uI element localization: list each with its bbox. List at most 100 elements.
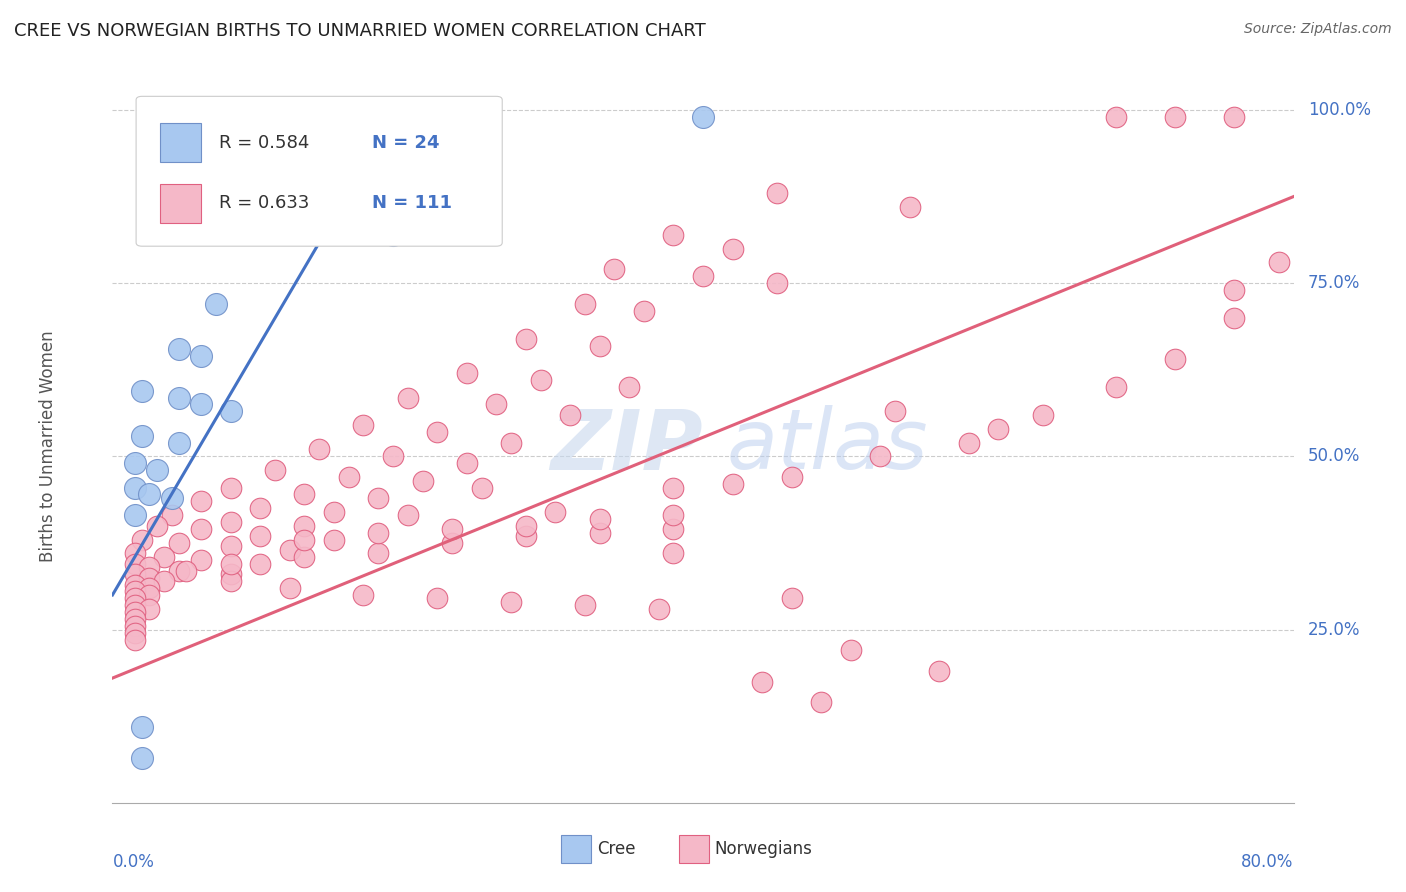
Point (692, 269, 714, 284)
Point (124, 612, 146, 626)
Point (633, 304, 655, 318)
Point (558, 408, 582, 422)
Point (662, 227, 685, 242)
Text: 0.0%: 0.0% (112, 853, 155, 871)
Point (1105, 380, 1128, 394)
Point (146, 518, 169, 533)
Bar (561, 835, 591, 863)
Point (721, 477, 744, 491)
Point (1223, 283, 1246, 297)
Point (124, 577, 146, 591)
Point (470, 481, 494, 495)
Text: ZIP: ZIP (550, 406, 703, 486)
Point (382, 450, 405, 464)
Point (131, 384, 153, 398)
Point (928, 664, 950, 678)
Point (1268, 255, 1291, 269)
Point (308, 442, 330, 457)
Point (167, 435, 190, 450)
Point (1223, 110, 1246, 124)
Text: Norwegians: Norwegians (714, 840, 813, 858)
Text: 100.0%: 100.0% (1308, 101, 1371, 119)
Point (662, 546, 685, 560)
Text: N = 111: N = 111 (373, 194, 453, 212)
Text: Births to Unmarried Women: Births to Unmarried Women (38, 330, 56, 562)
Point (160, 110, 183, 124)
Point (160, 508, 183, 523)
Point (292, 533, 315, 547)
Point (751, 674, 773, 689)
Point (138, 581, 160, 595)
Text: Source: ZipAtlas.com: Source: ZipAtlas.com (1244, 22, 1392, 37)
Point (529, 373, 551, 387)
Point (190, 553, 212, 567)
Point (441, 536, 464, 550)
Text: atlas: atlas (727, 406, 928, 486)
Point (131, 428, 153, 442)
Point (249, 557, 271, 571)
Point (249, 501, 271, 516)
Point (588, 512, 610, 526)
Text: 25.0%: 25.0% (1308, 621, 1360, 639)
Point (898, 200, 921, 214)
Point (1164, 110, 1187, 124)
Point (382, 110, 405, 124)
Point (367, 491, 389, 505)
Point (153, 574, 176, 588)
Point (515, 518, 537, 533)
Point (138, 588, 160, 602)
Point (780, 591, 803, 606)
Point (662, 481, 685, 495)
Text: Cree: Cree (596, 840, 636, 858)
Point (219, 481, 242, 495)
Point (501, 435, 523, 450)
Point (190, 494, 212, 508)
Point (138, 602, 160, 616)
Point (174, 564, 197, 578)
Point (352, 418, 374, 433)
Text: CREE VS NORWEGIAN BIRTHS TO UNMARRIED WOMEN CORRELATION CHART: CREE VS NORWEGIAN BIRTHS TO UNMARRIED WO… (14, 22, 706, 40)
FancyBboxPatch shape (136, 96, 502, 246)
Point (153, 549, 176, 564)
Point (485, 397, 508, 411)
Text: 75.0%: 75.0% (1308, 274, 1360, 293)
Point (167, 564, 190, 578)
Point (167, 342, 190, 356)
Point (957, 435, 980, 450)
Point (219, 567, 242, 582)
Point (766, 276, 789, 290)
Point (426, 425, 449, 439)
Point (884, 404, 907, 418)
Point (574, 297, 596, 311)
Point (810, 695, 832, 709)
Point (515, 529, 537, 543)
Point (138, 571, 160, 585)
Point (131, 720, 153, 734)
Point (219, 404, 242, 418)
Text: 50.0%: 50.0% (1308, 448, 1360, 466)
Point (190, 349, 212, 363)
Point (987, 422, 1010, 436)
Point (292, 549, 315, 564)
Point (205, 297, 228, 311)
Point (124, 619, 146, 633)
Point (124, 591, 146, 606)
Point (308, 220, 330, 235)
Point (219, 557, 242, 571)
Point (411, 474, 433, 488)
Point (1105, 110, 1128, 124)
Point (692, 110, 714, 124)
Point (124, 508, 146, 523)
Point (278, 581, 301, 595)
Point (352, 588, 374, 602)
Point (190, 522, 212, 536)
Point (323, 533, 346, 547)
Point (124, 557, 146, 571)
Point (544, 505, 567, 519)
Point (167, 536, 190, 550)
Text: R = 0.584: R = 0.584 (219, 134, 309, 152)
Point (574, 599, 596, 613)
Point (647, 602, 671, 616)
Point (124, 599, 146, 613)
Point (515, 332, 537, 346)
